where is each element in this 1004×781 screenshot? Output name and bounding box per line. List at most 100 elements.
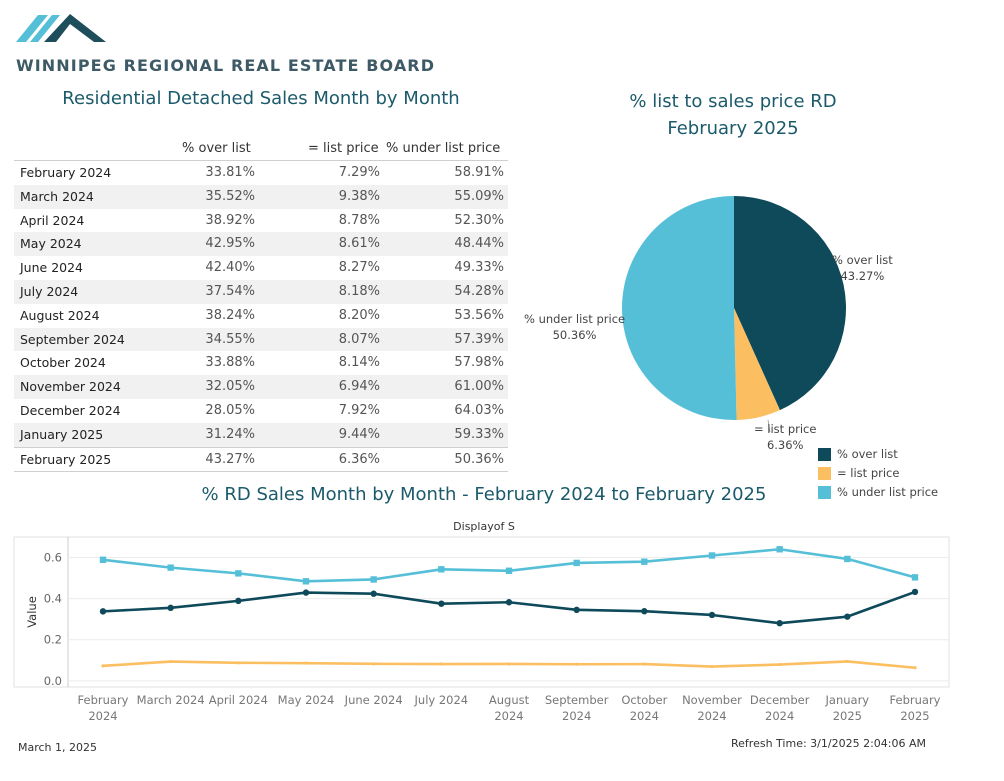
row-over-list: 33.81% [205, 165, 255, 180]
series-over-list-point [641, 608, 648, 615]
x-tick-label: 2024 [494, 709, 523, 723]
table-row: May 2024 42.95% 8.61% 48.44% [14, 232, 508, 257]
row-at-list: 6.36% [338, 451, 380, 467]
col-header-under: % under list price [386, 141, 501, 156]
row-under-list: 57.98% [454, 355, 504, 371]
row-month: September 2024 [20, 331, 125, 347]
x-tick-label: February [890, 693, 941, 707]
series-over-list-point [708, 611, 716, 619]
x-tick-label: July 2024 [414, 693, 469, 707]
table-row: June 2024 42.40% 8.27% 49.33% [14, 256, 508, 280]
series-at-list-point [304, 661, 308, 665]
x-tick-label: September [545, 693, 609, 707]
row-month: November 2024 [20, 379, 121, 395]
row-month: May 2024 [20, 236, 82, 252]
series-at-list-point [575, 662, 579, 666]
y-axis-label: Value [25, 596, 39, 628]
row-under-list: 48.44% [454, 236, 504, 252]
x-tick-label: August [489, 693, 530, 707]
row-month: April 2024 [20, 212, 85, 228]
series-at-list-point [101, 664, 105, 668]
row-under-list: 53.56% [454, 307, 504, 323]
row-over-list: 33.88% [205, 355, 255, 371]
pie-leader-line [767, 419, 771, 433]
table-row: December 2024 28.05% 7.92% 64.03% [14, 398, 508, 423]
report-date: March 1, 2025 [18, 741, 98, 754]
series-over-list-line [102, 590, 916, 625]
legend-swatch-at [818, 467, 831, 480]
row-month: February 2024 [20, 165, 112, 180]
row-over-list: 42.95% [205, 236, 255, 252]
pie-title-line2: February 2025 [667, 118, 799, 139]
row-at-list: 9.38% [338, 188, 380, 204]
pie-label-at: = list price 6.36% [754, 421, 816, 453]
row-under-list: 59.33% [454, 426, 504, 442]
monthly-sales-table: % over list = list price % under list pr… [14, 140, 508, 473]
row-over-list: 31.24% [205, 426, 255, 442]
series-at-list-point [372, 662, 376, 666]
line-chart-subtitle: Displayof S [453, 520, 515, 533]
series-under-list-point [505, 567, 513, 574]
row-month: March 2024 [20, 188, 94, 204]
table-row: April 2024 38.92% 8.78% 52.30% [14, 208, 508, 233]
table-row: July 2024 37.54% 8.18% 54.28% [14, 279, 508, 304]
row-month: August 2024 [20, 307, 100, 323]
pie-label-over: % over list 43.27% [832, 252, 893, 284]
row-at-list: 7.29% [338, 165, 380, 180]
series-at-list-point [169, 659, 173, 664]
row-at-list: 9.44% [338, 426, 380, 442]
row-under-list: 52.30% [454, 212, 504, 228]
row-under-list: 61.00% [454, 379, 504, 395]
row-over-list: 43.27% [205, 451, 255, 467]
row-at-list: 8.27% [338, 260, 380, 276]
x-tick-label: January [825, 693, 870, 707]
row-over-list: 38.24% [205, 307, 255, 323]
series-over-list-point [370, 590, 377, 597]
refresh-time: Refresh Time: 3/1/2025 2:04:06 AM [731, 737, 926, 750]
row-over-list: 34.55% [205, 331, 255, 347]
pie-label-over-value: 43.27% [840, 269, 885, 283]
y-tick-label: 0.0 [44, 674, 62, 688]
row-under-list: 57.39% [454, 331, 504, 347]
table-row: March 2024 35.52% 9.38% 55.09% [14, 184, 508, 209]
row-over-list: 32.05% [205, 379, 255, 395]
y-tick-label: 0.4 [44, 592, 62, 606]
row-at-list: 8.61% [338, 236, 380, 252]
row-month: October 2024 [20, 355, 106, 371]
row-at-list: 7.92% [338, 402, 380, 418]
series-at-list-point [642, 662, 646, 666]
pie-label-at-name: = list price [754, 422, 817, 436]
row-month: January 2025 [20, 426, 104, 442]
row-under-list: 64.03% [454, 402, 504, 418]
row-month: December 2024 [20, 402, 121, 418]
pie-label-over-name: % over list [832, 253, 893, 267]
series-over-list-point [235, 597, 242, 605]
org-name: WINNIPEG REGIONAL REAL ESTATE BOARD [16, 56, 436, 75]
pie-label-under: % under list price 50.36% [524, 311, 625, 343]
series-under-list-point [844, 555, 851, 563]
x-tick-label: 2024 [697, 709, 726, 723]
col-header-over: % over list [182, 141, 251, 156]
series-under-list-point [235, 570, 242, 577]
series-at-list-point [778, 662, 782, 667]
table-header: % over list = list price % under list pr… [14, 140, 508, 161]
row-over-list: 37.54% [205, 283, 255, 299]
series-at-list-point [845, 659, 849, 664]
pie-label-under-name: % under list price [524, 312, 626, 326]
line-chart: 0.0 0.2 0.4 0.6 Value February 2024 March 2024 A… [13, 536, 950, 723]
series-under-list-point [641, 558, 648, 565]
series-over-list-point [302, 589, 310, 596]
x-tick-label: December [750, 693, 810, 707]
row-month: July 2024 [20, 283, 79, 299]
x-tick-label: 2025 [900, 709, 929, 723]
x-tick-label: 2024 [88, 709, 117, 723]
x-tick-label: May 2024 [278, 693, 335, 707]
series-at-list-point [507, 662, 511, 666]
row-month: June 2024 [20, 260, 84, 276]
legend-label-under: % under list price [837, 485, 939, 499]
series-over-list-point [99, 608, 107, 615]
legend-swatch-under [818, 486, 831, 499]
table-row: August 2024 38.24% 8.20% 53.56% [14, 303, 508, 328]
series-over-list-point [438, 600, 445, 607]
x-tick-label: June 2024 [344, 693, 403, 707]
